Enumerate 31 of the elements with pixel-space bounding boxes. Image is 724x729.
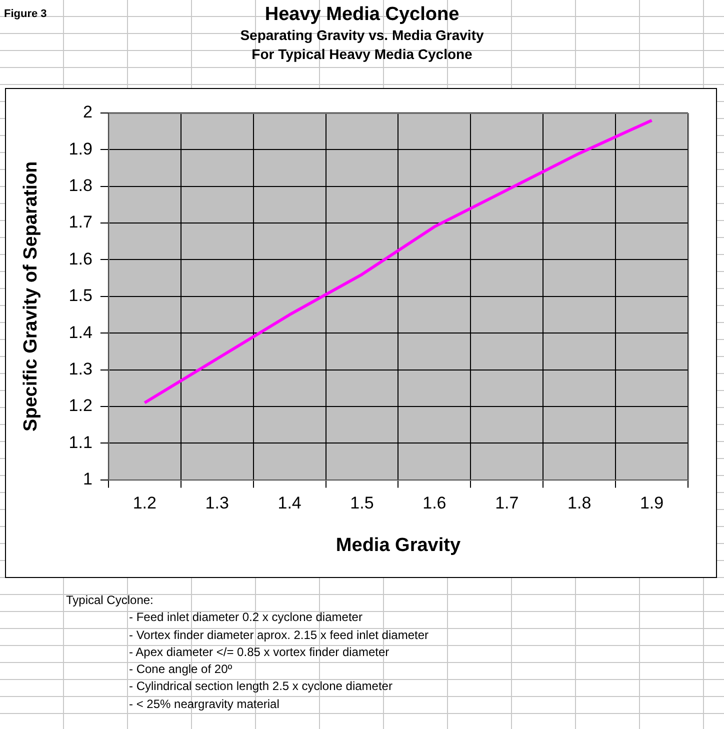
x-tick-label: 1.7 <box>495 494 519 513</box>
y-tick-label: 1.4 <box>68 322 92 342</box>
x-tick-label: 1.4 <box>278 494 302 513</box>
x-tick-label: 1.8 <box>568 494 592 513</box>
x-tick-label: 1.5 <box>350 494 374 513</box>
text: - Cone angle of 20º <box>128 661 234 678</box>
text: - Vortex finder diameter aprox. 2.15 x feed inlet diameter <box>128 626 428 644</box>
text: - < 25% neargravity material <box>128 696 280 713</box>
y-tick-label: 1 <box>82 469 92 488</box>
text: - Apex diameter </= 0.85 x vortex finder diameter <box>128 644 390 661</box>
chart-subtitle: Separating Gravity vs. Media Gravity For Typical Heavy Media Cyclone <box>239 26 485 64</box>
x-tick-label: 1.2 <box>132 494 156 513</box>
x-tick-label: 1.9 <box>640 494 664 513</box>
text: - Feed inlet diameter 0.2 x cyclone diameter <box>128 609 364 626</box>
y-tick-label: 1.5 <box>68 286 92 306</box>
y-axis-title: Specific Gravity of Separation <box>20 161 42 432</box>
y-tick-label: 1.2 <box>68 396 92 416</box>
y-tick-label: 1.6 <box>68 249 92 268</box>
text: Typical Cyclone: <box>66 592 154 609</box>
y-tick-label: 1.3 <box>68 359 92 378</box>
y-tick-label: 1.1 <box>68 432 92 452</box>
caption: Figure 3 <box>4 8 47 20</box>
y-tick-label: 2 <box>82 102 92 122</box>
y-tick-label: 1.8 <box>68 176 92 196</box>
chart-title: Heavy Media Cyclone <box>264 4 460 25</box>
y-tick-label: 1.9 <box>68 139 92 158</box>
x-tick-label: 1.3 <box>205 494 229 513</box>
x-axis-title: Media Gravity <box>336 534 461 556</box>
text: - Cylindrical section length 2.5 x cyclone diameter <box>128 678 394 696</box>
x-tick-label: 1.6 <box>422 494 446 513</box>
y-tick-label: 1.7 <box>68 212 92 232</box>
